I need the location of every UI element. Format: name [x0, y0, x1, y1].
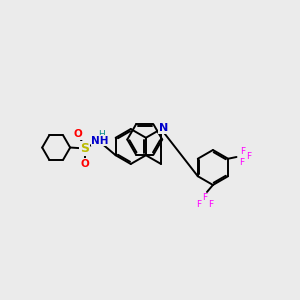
- Text: O: O: [80, 159, 89, 169]
- Text: F: F: [208, 200, 213, 209]
- Text: NH: NH: [92, 136, 109, 146]
- Text: O: O: [74, 129, 82, 139]
- Text: H: H: [99, 130, 105, 140]
- Text: F: F: [240, 147, 245, 156]
- Text: F: F: [239, 158, 244, 167]
- Text: S: S: [80, 142, 89, 155]
- Text: N: N: [159, 123, 169, 133]
- Text: F: F: [196, 200, 202, 209]
- Text: F: F: [202, 194, 207, 202]
- Text: F: F: [247, 152, 252, 161]
